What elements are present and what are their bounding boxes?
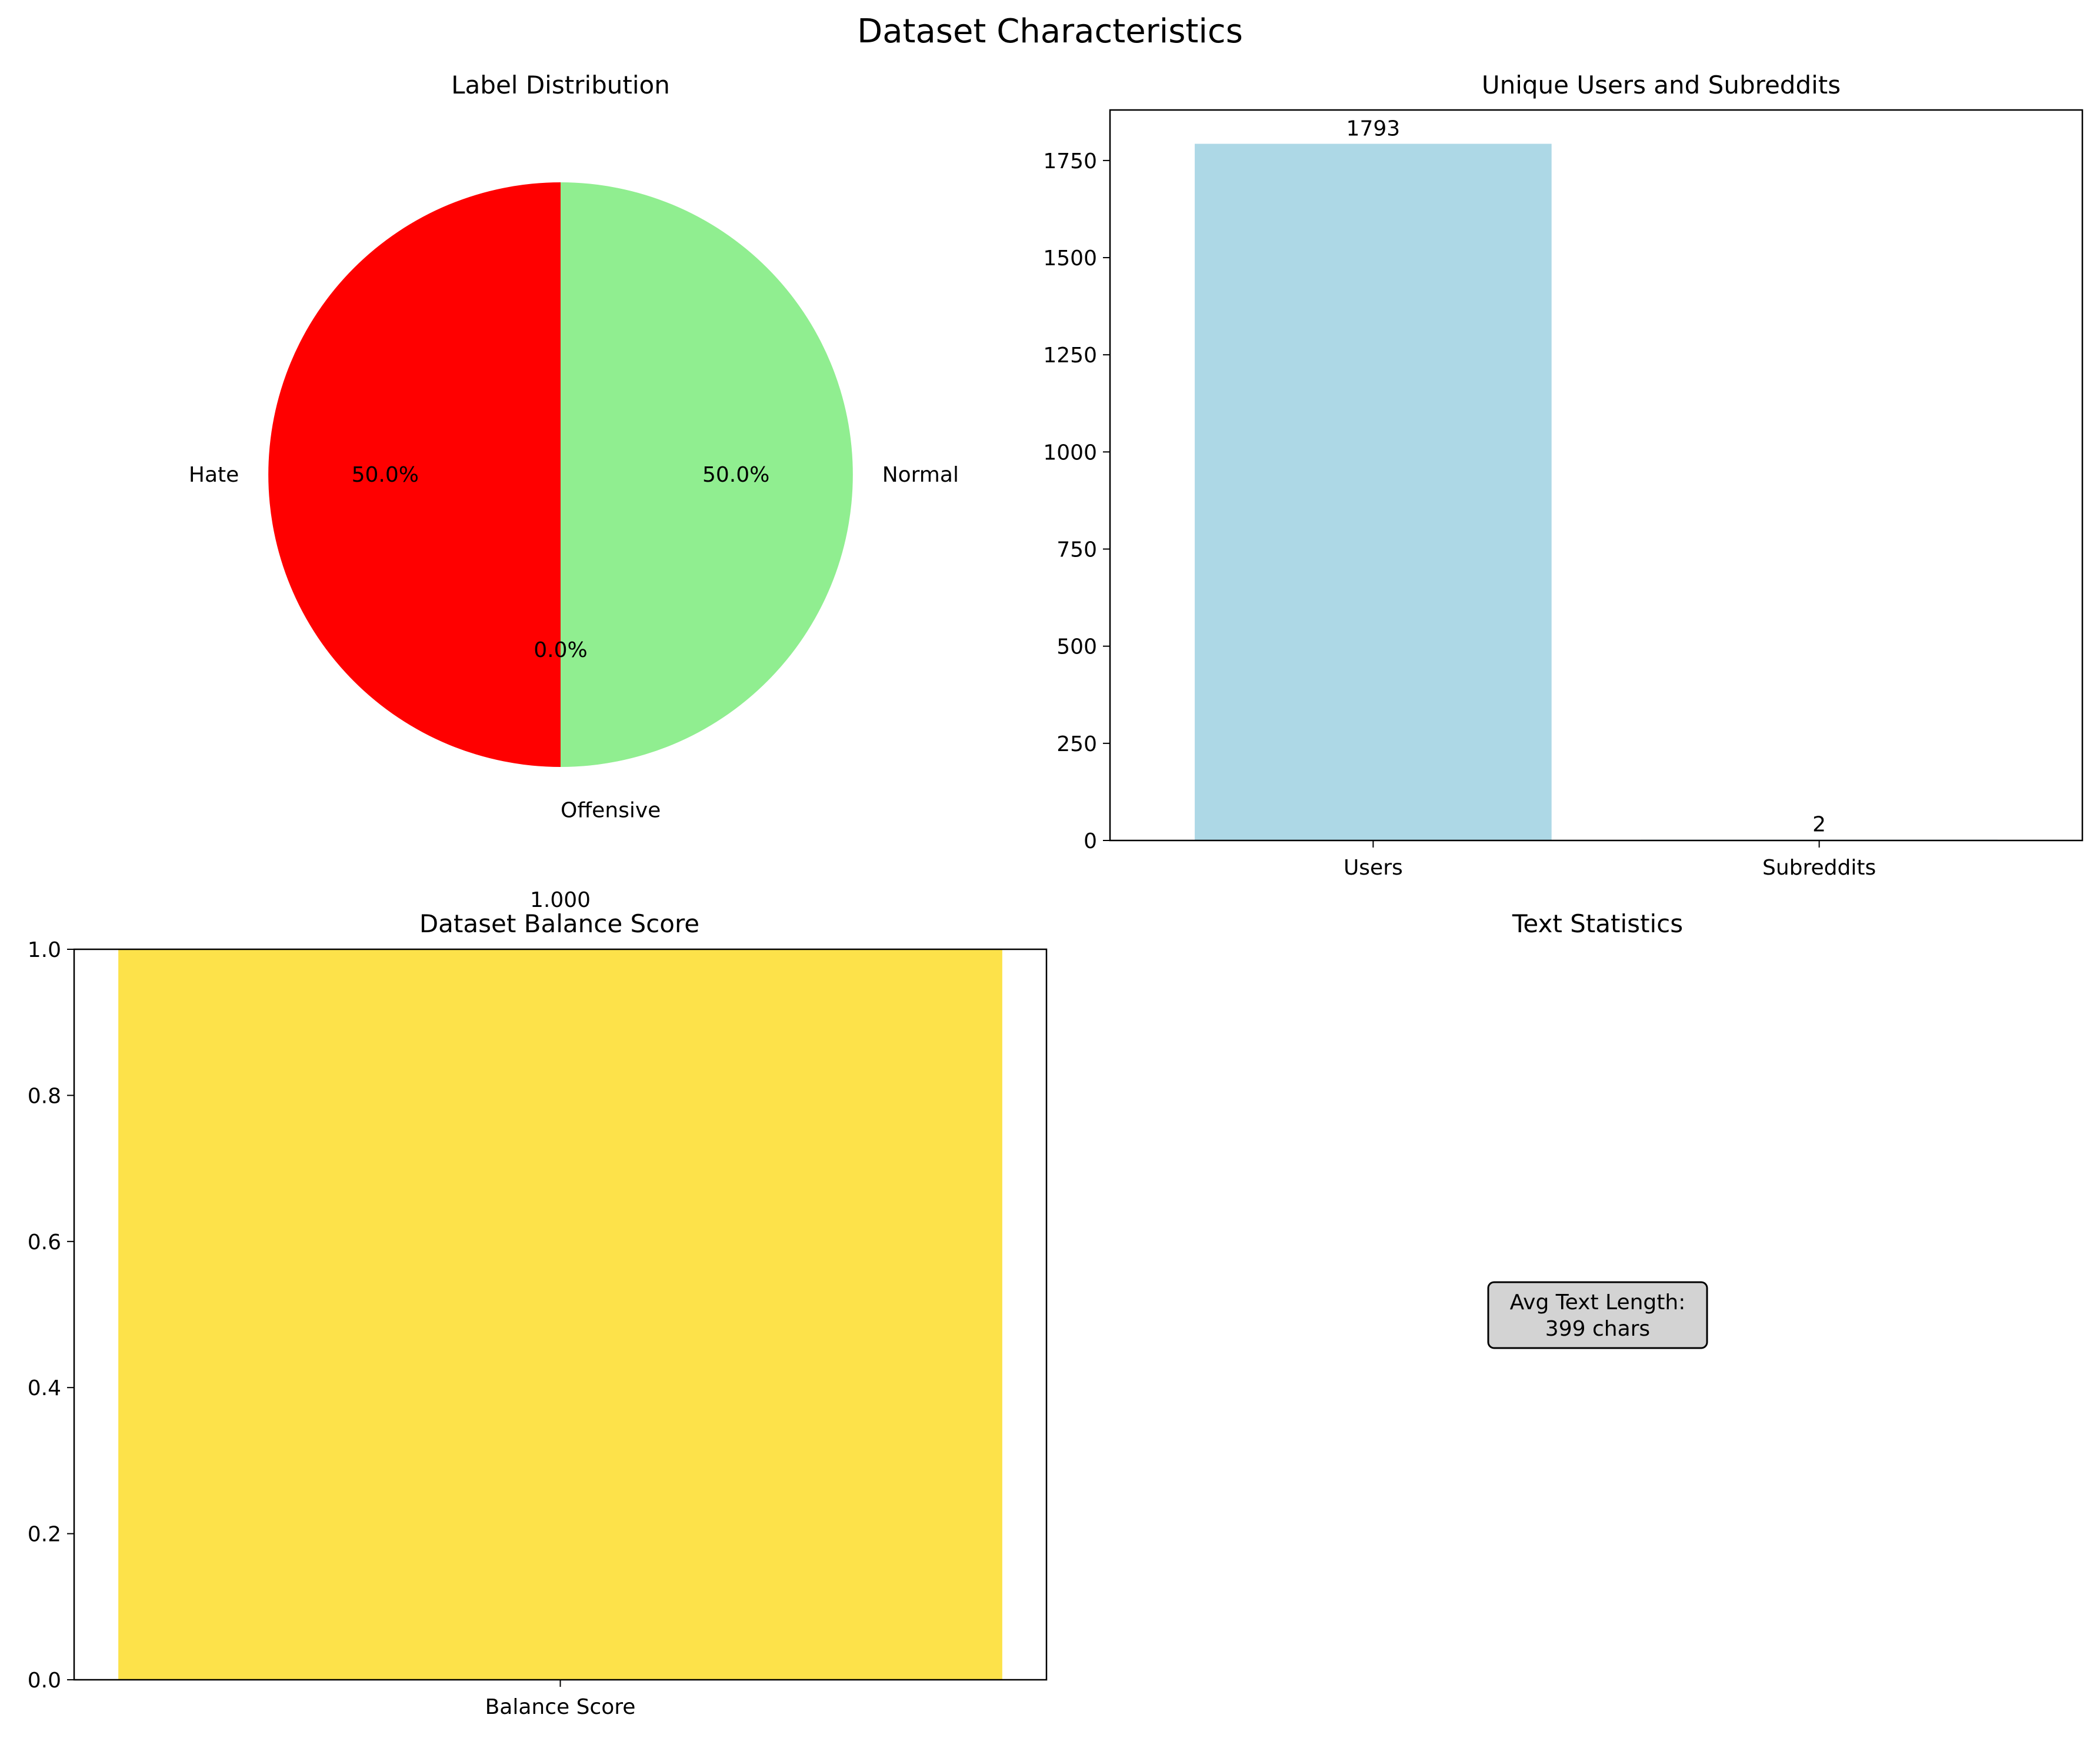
users-subreddits-xtick-label: Users <box>1344 856 1403 880</box>
balance-score-data-label: 1.000 <box>530 888 591 912</box>
users-subreddits-ytick-label: 500 <box>1056 635 1097 659</box>
balance-ytick-label: 0.6 <box>28 1230 61 1255</box>
text-stats-title: Text Statistics <box>1512 909 1683 938</box>
users-subreddits-xtick-label: Subreddits <box>1762 856 1876 880</box>
users-subreddits-ytick-label: 0 <box>1084 829 1097 853</box>
balance-xtick-label: Balance Score <box>485 1695 636 1719</box>
balance-score-bar <box>118 949 1002 1680</box>
pie-pct-normal: 50.0% <box>702 463 769 487</box>
users-subreddits-ytick-label: 1750 <box>1043 149 1097 174</box>
users-subreddits-data-label-users: 1793 <box>1346 116 1401 141</box>
pie-pct-offensive: 0.0% <box>534 638 587 662</box>
bar1-x-axis: Users Subreddits <box>1344 840 1876 880</box>
balance-ytick-label: 0.8 <box>28 1084 61 1108</box>
text-statistics-panel: Text Statistics Avg Text Length: 399 cha… <box>1487 909 1708 1349</box>
balance-ytick-label: 0.2 <box>28 1523 61 1547</box>
users-subreddits-ytick-label: 1500 <box>1043 246 1097 271</box>
balance-ytick-label: 0.0 <box>28 1669 61 1693</box>
bar1-marks: 1793 2 <box>1195 116 1998 840</box>
bar2-axes-frame <box>73 948 1048 1681</box>
pie-title: Label Distribution <box>451 71 670 99</box>
users-subreddits-ytick-label: 1000 <box>1043 441 1097 465</box>
pie-slice-normal <box>561 182 853 767</box>
balance-ytick-label: 1.0 <box>28 938 61 962</box>
label-distribution-chart: Label Distribution Hate 50.0% Offensive 0.0… <box>189 71 959 823</box>
pie-label-hate: Hate <box>189 463 239 487</box>
users-subreddits-ytick-label: 250 <box>1056 732 1097 756</box>
bar2-x-axis: Balance Score <box>485 1680 636 1719</box>
dataset-balance-score-chart: Dataset Balance Score 1.000 0.0 0.2 0.4 0.6… <box>28 888 1048 1719</box>
bar2-marks: 1.000 <box>118 888 1002 1680</box>
pie-labels: Hate 50.0% Offensive 0.0% Normal 50.0% <box>189 463 959 823</box>
bar2-y-axis: 0.0 0.2 0.4 0.6 0.8 1.0 <box>28 938 74 1693</box>
pie-label-normal: Normal <box>882 463 959 487</box>
bar2-title: Dataset Balance Score <box>419 909 699 938</box>
bar1-y-axis: 0 250 500 750 1000 1250 1500 1750 <box>1043 149 1110 853</box>
pie-slice-hate <box>268 182 561 767</box>
text-stats-box <box>1487 1281 1708 1349</box>
pie-slices <box>268 182 853 767</box>
users-subreddits-ytick-label: 750 <box>1056 538 1097 562</box>
balance-ytick-label: 0.4 <box>28 1376 61 1400</box>
bar1-axes-frame <box>1109 109 2084 842</box>
pie-label-offensive: Offensive <box>561 799 661 823</box>
text-stats-line-2: 399 chars <box>1545 1317 1650 1341</box>
figure-title: Dataset Characteristics <box>857 12 1243 51</box>
users-subreddits-data-label-subreddits: 2 <box>1812 813 1826 837</box>
bar1-title: Unique Users and Subreddits <box>1482 71 1841 99</box>
unique-users-subreddits-chart: Unique Users and Subreddits 1793 2 0 250 50… <box>1043 71 2084 880</box>
text-stats-line-1: Avg Text Length: <box>1510 1290 1686 1315</box>
users-subreddits-bar-users <box>1195 144 1552 840</box>
users-subreddits-ytick-label: 1250 <box>1043 343 1097 368</box>
pie-pct-hate: 50.0% <box>352 463 419 487</box>
